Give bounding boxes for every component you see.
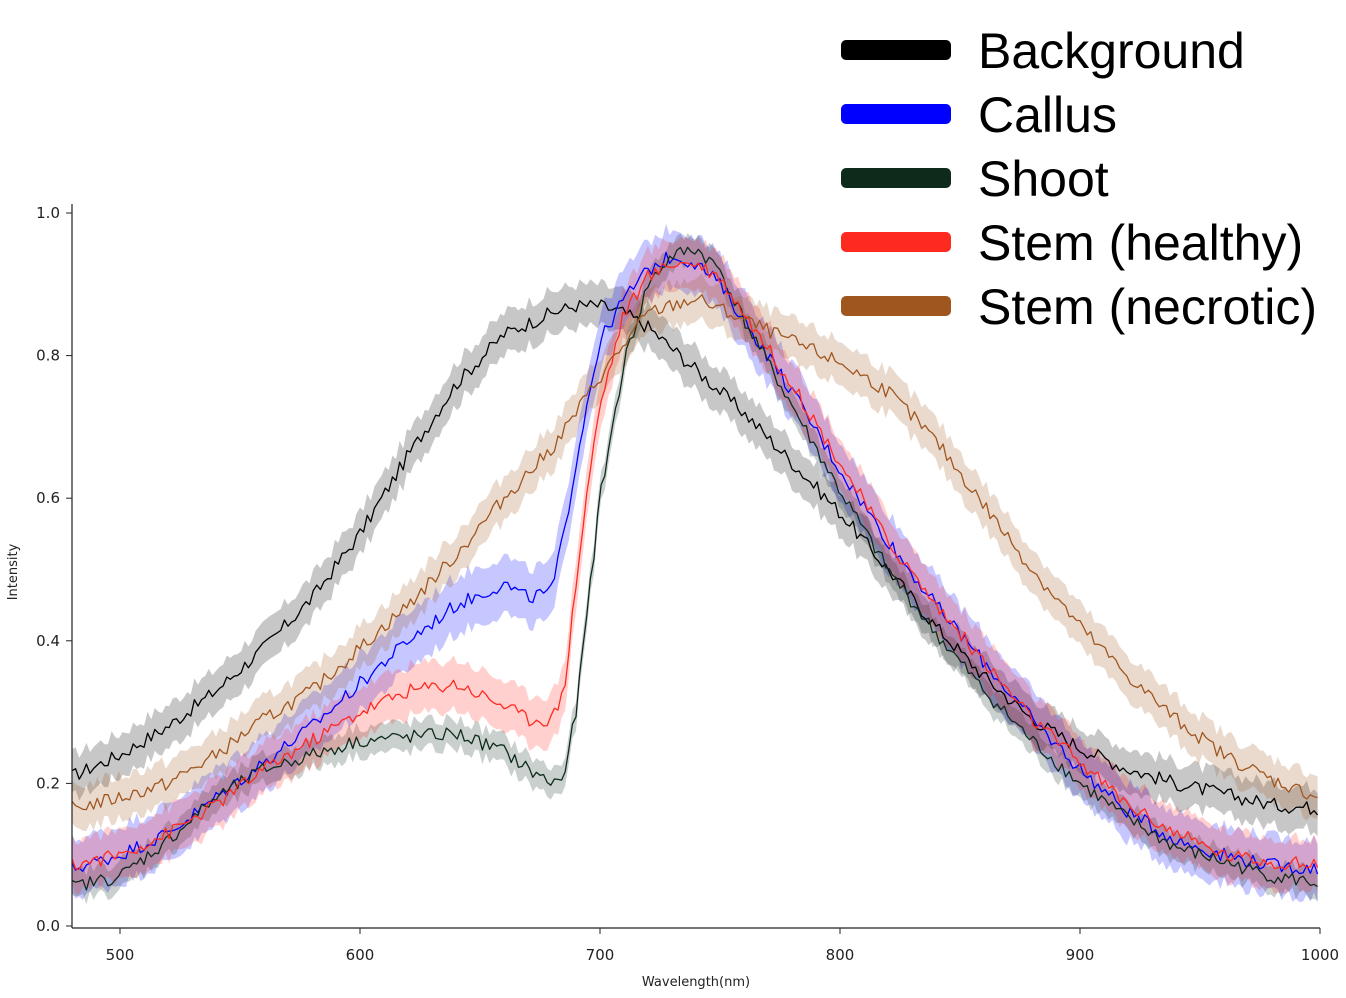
legend-label-background: Background — [978, 23, 1245, 79]
series-lines — [71, 246, 1319, 891]
x-tick-label: 900 — [1066, 946, 1095, 964]
band-callus — [72, 223, 1318, 903]
legend-swatch-background — [841, 40, 951, 60]
line-stem-necrotic — [71, 294, 1318, 811]
legend-label-callus: Callus — [978, 87, 1117, 143]
legend-swatch-stem-healthy — [841, 232, 951, 252]
axes — [71, 204, 1320, 929]
legend-label-stem-necrotic: Stem (necrotic) — [978, 279, 1317, 335]
y-tick-label: 0.0 — [36, 917, 60, 935]
line-stem-healthy — [71, 261, 1319, 871]
legend-swatch-stem-necrotic — [841, 296, 951, 316]
y-tick-label: 0.2 — [36, 774, 60, 792]
line-callus — [71, 251, 1319, 875]
legend-label-shoot: Shoot — [978, 151, 1109, 207]
legend-swatch-callus — [841, 104, 951, 124]
y-tick-label: 0.4 — [36, 632, 60, 650]
x-tick-label: 800 — [826, 946, 855, 964]
x-tick-label: 500 — [106, 946, 135, 964]
legend-swatch-shoot — [841, 168, 951, 188]
y-tick-label: 0.6 — [36, 489, 60, 507]
x-axis-label: Wavelength(nm) — [642, 975, 750, 990]
confidence-bands — [72, 223, 1318, 905]
band-background — [72, 278, 1318, 837]
legend-label-stem-healthy: Stem (healthy) — [978, 215, 1303, 271]
x-tick-label: 600 — [346, 946, 375, 964]
line-shoot — [71, 246, 1318, 891]
band-stem-healthy — [72, 237, 1318, 895]
band-shoot — [72, 233, 1318, 905]
y-tick-label: 1.0 — [36, 204, 60, 222]
y-ticks: 0.0 0.2 0.4 0.6 0.8 1.0 — [36, 204, 72, 935]
x-ticks: 500 600 700 800 900 1000 — [106, 928, 1339, 964]
line-background — [71, 299, 1319, 816]
y-axis-label: Intensity — [6, 543, 21, 600]
legend: Background Callus Shoot Stem (healthy) Stem … — [834, 18, 1346, 336]
band-stem-necrotic — [72, 273, 1318, 831]
y-tick-label: 0.8 — [36, 347, 60, 365]
x-tick-label: 1000 — [1301, 946, 1339, 964]
x-tick-label: 700 — [586, 946, 615, 964]
